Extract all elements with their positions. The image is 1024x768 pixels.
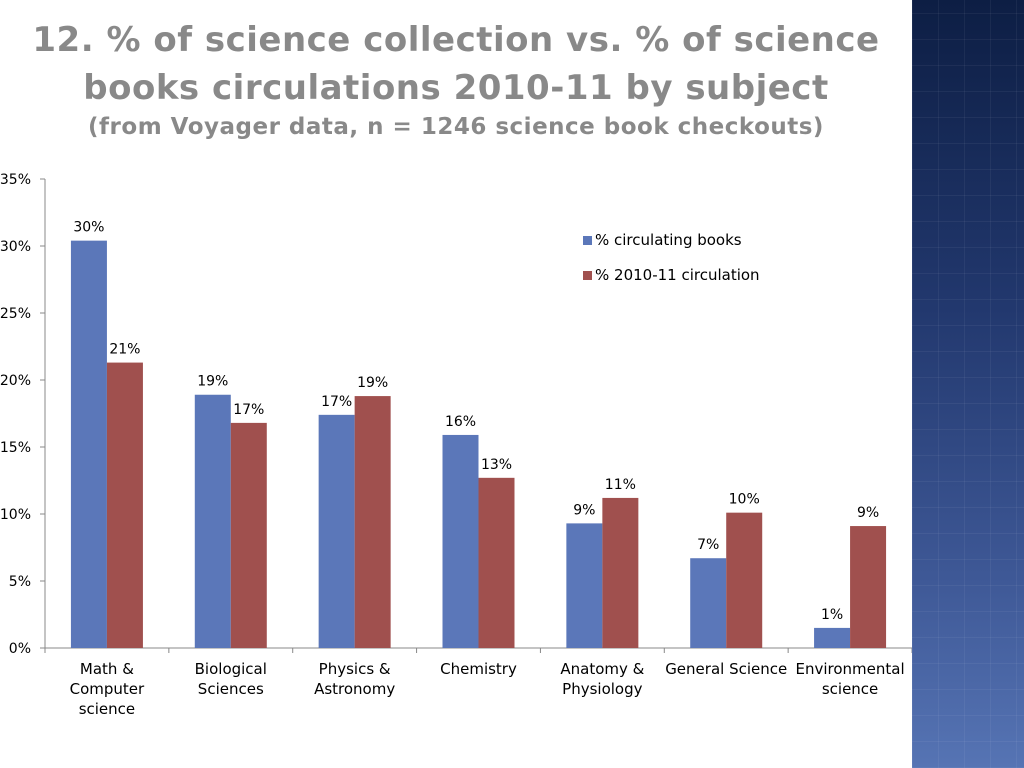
x-category-label: Math & — [80, 660, 134, 678]
data-label-series-1: 17% — [321, 394, 352, 410]
y-tick-label: 10% — [0, 507, 31, 523]
legend-label-series-2: % 2010-11 circulation — [595, 266, 760, 284]
data-label-series-1: 1% — [821, 607, 843, 623]
data-label-series-2: 9% — [857, 505, 879, 521]
bar-series-1 — [194, 394, 231, 648]
bar-series-1 — [318, 414, 355, 648]
data-label-series-2: 13% — [481, 457, 512, 473]
chart-title-line-2: books circulations 2010-11 by subject — [83, 68, 829, 108]
data-label-series-1: 16% — [445, 414, 476, 430]
x-category-label: Computer — [70, 680, 145, 698]
data-label-series-1: 7% — [697, 537, 719, 553]
y-tick-label: 20% — [0, 373, 31, 389]
data-label-series-2: 11% — [605, 477, 636, 493]
legend-swatch-series-1 — [583, 236, 592, 245]
decorative-side-panel — [912, 0, 1024, 768]
x-category-label: science — [79, 700, 135, 718]
legend-swatch-series-2 — [583, 271, 592, 280]
data-label-series-2: 21% — [109, 342, 140, 358]
data-label-series-2: 10% — [729, 492, 760, 508]
bar-series-1 — [566, 523, 603, 648]
x-category-label: Astronomy — [314, 680, 395, 698]
y-tick-label: 0% — [9, 641, 31, 657]
x-category-label: Chemistry — [440, 660, 517, 678]
data-label-series-1: 30% — [73, 220, 104, 236]
y-tick-label: 15% — [0, 440, 31, 456]
chart-title-line-1: 12. % of science collection vs. % of sci… — [32, 20, 880, 60]
chart-subtitle: (from Voyager data, n = 1246 science boo… — [88, 114, 824, 140]
data-label-series-1: 9% — [573, 502, 595, 518]
x-category-label: Anatomy & — [560, 660, 644, 678]
bar-series-1 — [814, 627, 851, 648]
data-label-series-1: 19% — [197, 374, 228, 390]
bar-series-2 — [230, 422, 267, 648]
x-category-label: Physiology — [562, 680, 642, 698]
x-category-label: Biological — [195, 660, 267, 678]
y-tick-label: 30% — [0, 239, 31, 255]
bar-chart: 0% 5% 10% 15% 20% 25% 30% 35% 30% 21% Math & Comput… — [0, 172, 912, 718]
bar-series-1 — [690, 558, 727, 648]
bar-series-1 — [70, 240, 107, 648]
x-category-label: Physics & — [319, 660, 391, 678]
data-label-series-2: 19% — [357, 375, 388, 391]
y-tick-label: 35% — [0, 172, 31, 188]
bar-series-2 — [354, 396, 391, 648]
bar-series-2 — [850, 526, 887, 648]
bar-series-2 — [726, 512, 763, 648]
y-tick-label: 25% — [0, 306, 31, 322]
bar-series-2 — [478, 477, 515, 648]
bar-series-2 — [106, 362, 143, 648]
bar-series-2 — [602, 497, 639, 648]
x-category-label: Sciences — [198, 680, 264, 698]
data-label-series-2: 17% — [233, 402, 264, 418]
bar-series-1 — [442, 434, 479, 648]
legend-label-series-1: % circulating books — [595, 231, 742, 249]
y-tick-label: 5% — [9, 574, 31, 590]
x-category-label: science — [822, 680, 878, 698]
x-category-label: General Science — [665, 660, 787, 678]
x-category-label: Environmental — [796, 660, 905, 678]
